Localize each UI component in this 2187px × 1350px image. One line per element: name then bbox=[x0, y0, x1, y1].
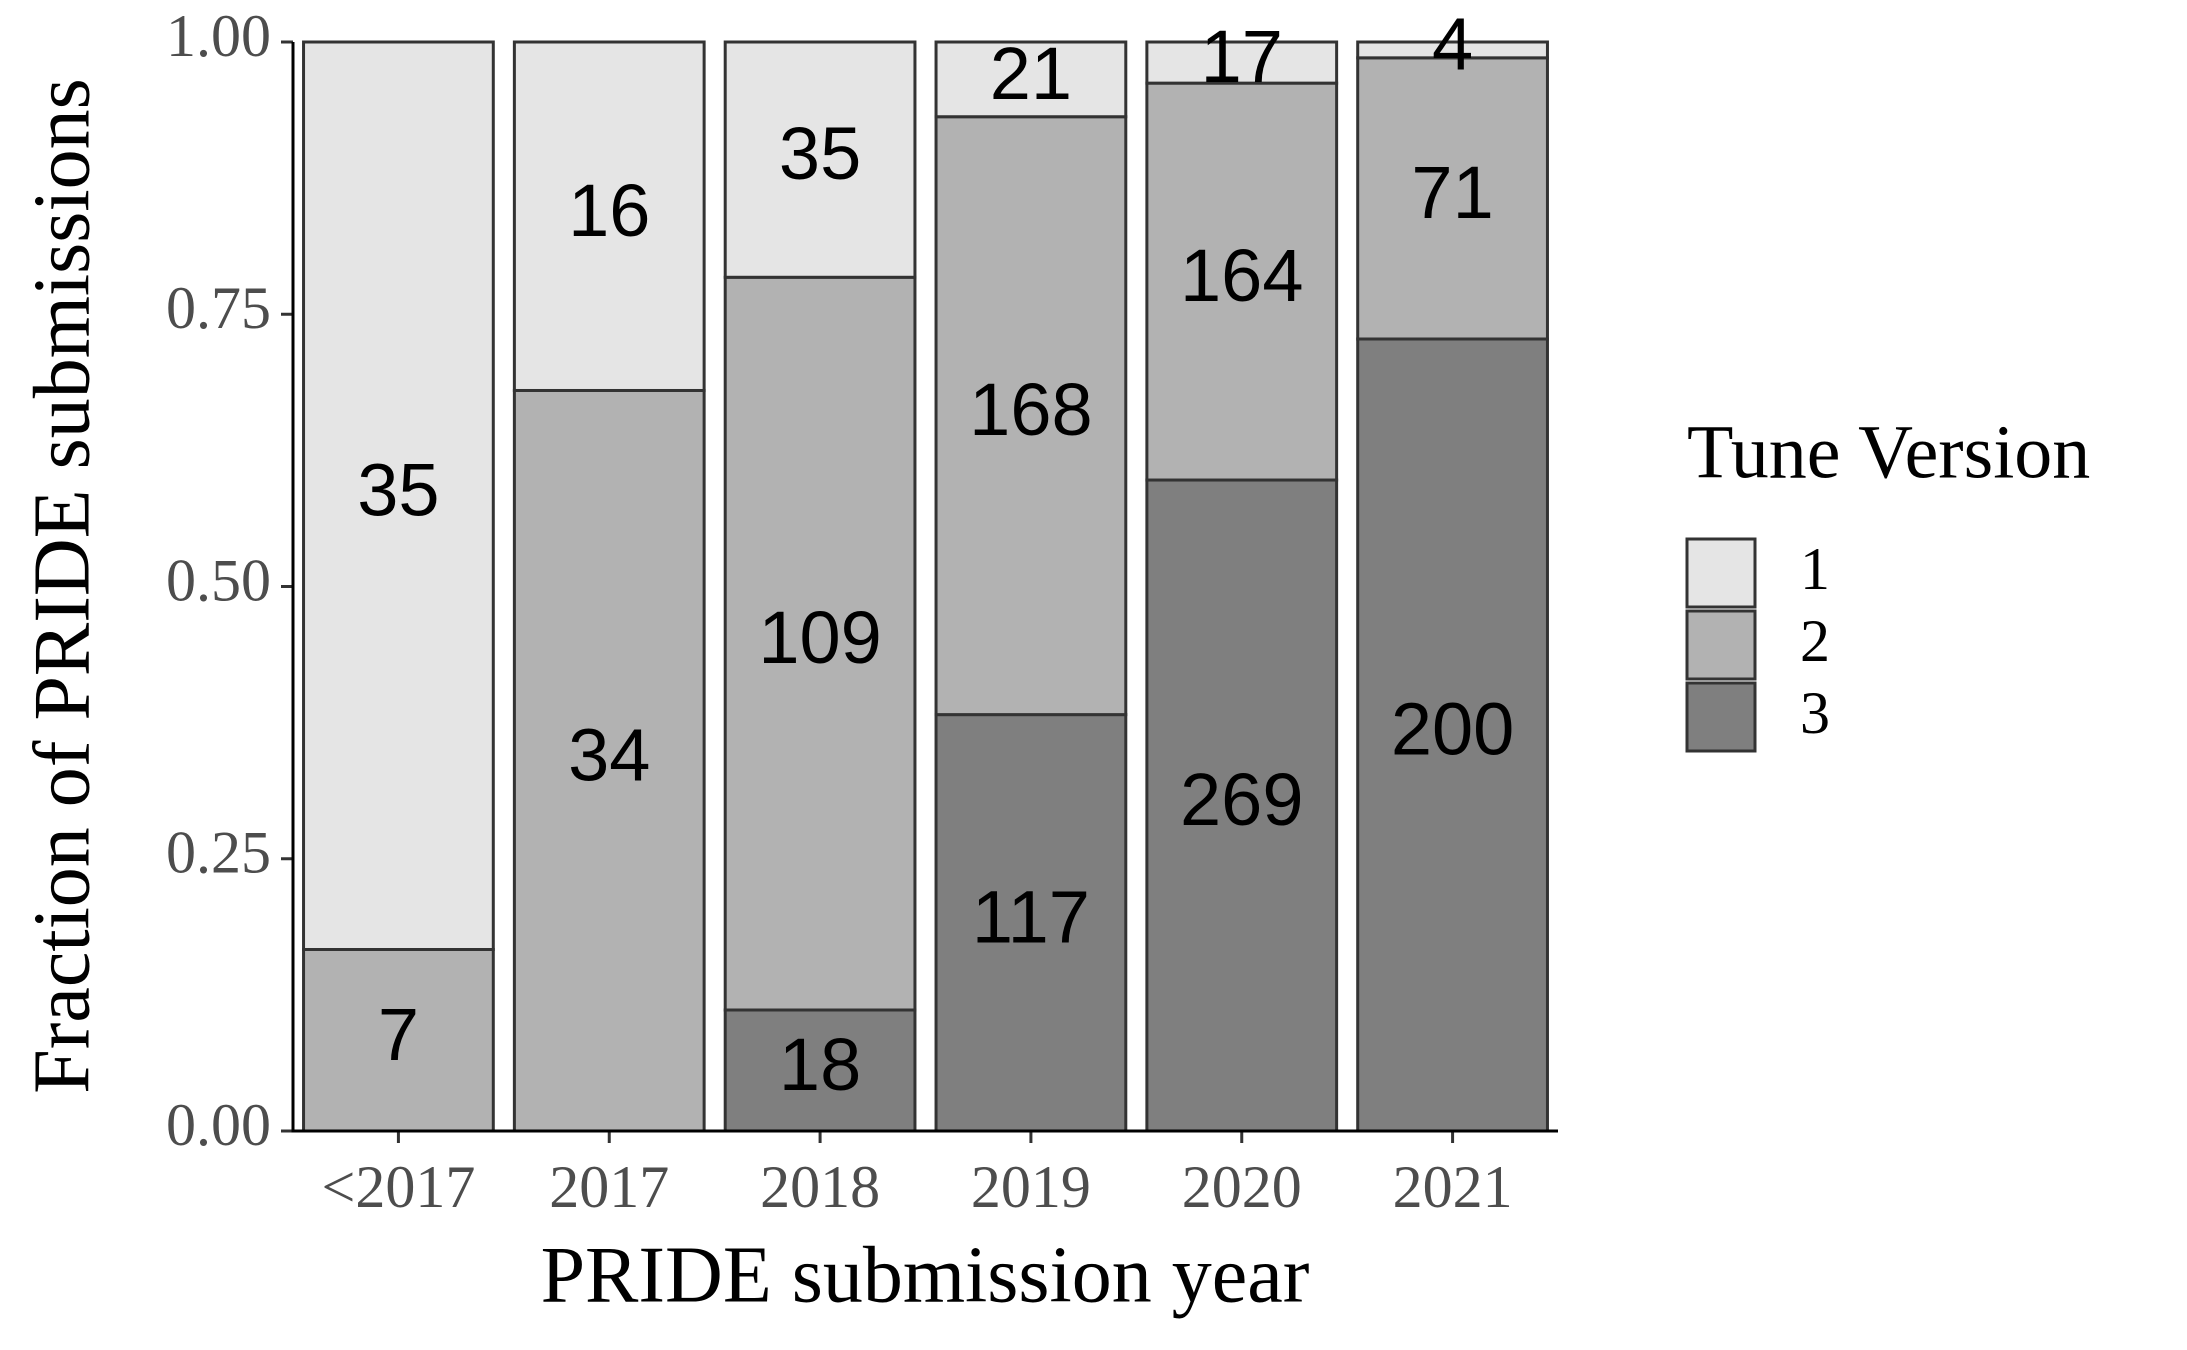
x-tick-label: 2020 bbox=[1182, 1154, 1302, 1220]
data-label: 4 bbox=[1432, 2, 1473, 85]
data-label: 17 bbox=[1201, 15, 1283, 98]
data-label: 117 bbox=[972, 875, 1090, 958]
x-tick-label: 2021 bbox=[1393, 1154, 1513, 1220]
bar-segment bbox=[512, 388, 706, 1133]
y-axis-title: Fraction of PRIDE submissions bbox=[18, 78, 106, 1094]
data-label: 34 bbox=[568, 713, 650, 796]
y-tick-label: 1.00 bbox=[166, 3, 271, 69]
x-tick-label: <2017 bbox=[321, 1154, 475, 1220]
bar-segment bbox=[934, 713, 1128, 1133]
data-label: 269 bbox=[1180, 758, 1303, 841]
data-label: 21 bbox=[990, 32, 1072, 115]
bar-segment bbox=[302, 40, 495, 951]
bar-segment bbox=[934, 40, 1128, 119]
legend-key bbox=[1685, 537, 1757, 609]
y-tick-label: 0.50 bbox=[166, 547, 271, 613]
legend-label: 2 bbox=[1800, 608, 1830, 674]
y-tick-label: 0.25 bbox=[166, 820, 271, 886]
bar-segment bbox=[934, 115, 1128, 717]
bar-segment bbox=[1145, 81, 1339, 482]
bar-segment bbox=[723, 1008, 917, 1133]
legend-title: Tune Version bbox=[1687, 410, 2090, 494]
legend-label: 1 bbox=[1800, 536, 1830, 602]
data-label: 35 bbox=[779, 112, 861, 195]
legend-key bbox=[1685, 609, 1757, 681]
y-tick-label: 0.75 bbox=[166, 275, 271, 341]
bar-segment bbox=[1145, 40, 1339, 85]
x-tick-label: 2018 bbox=[760, 1154, 880, 1220]
data-label: 168 bbox=[969, 368, 1092, 451]
x-axis-title: PRIDE submission year bbox=[541, 1231, 1310, 1319]
data-label: 35 bbox=[357, 448, 439, 531]
bar-segment bbox=[723, 40, 917, 279]
bar-segment bbox=[723, 275, 917, 1012]
data-label: 164 bbox=[1180, 234, 1303, 317]
y-tick-label: 0.00 bbox=[166, 1092, 271, 1158]
data-label: 18 bbox=[779, 1023, 861, 1106]
data-label: 200 bbox=[1391, 688, 1514, 771]
legend-key bbox=[1685, 681, 1757, 753]
bar-segment bbox=[302, 948, 495, 1133]
data-label: 7 bbox=[378, 993, 419, 1076]
bar-segment bbox=[512, 40, 706, 392]
x-tick-label: 2017 bbox=[549, 1154, 669, 1220]
data-label: 16 bbox=[568, 169, 650, 252]
x-tick-label: 2019 bbox=[971, 1154, 1091, 1220]
legend-label: 3 bbox=[1800, 680, 1830, 746]
data-label: 71 bbox=[1411, 151, 1493, 234]
data-label: 109 bbox=[758, 596, 881, 679]
bar-segment bbox=[1356, 40, 1549, 60]
